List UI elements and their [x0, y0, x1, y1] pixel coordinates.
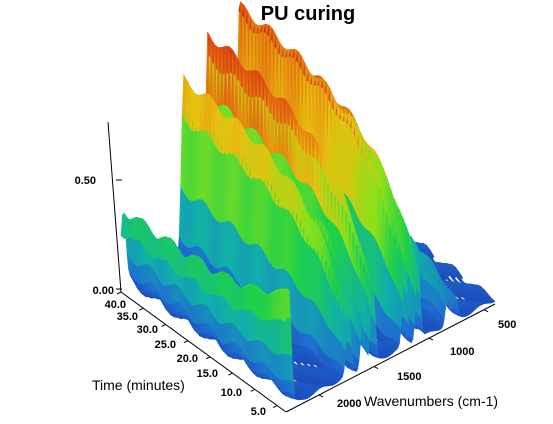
surface: [120, 1, 496, 401]
chart-title: PU curing: [261, 3, 355, 25]
